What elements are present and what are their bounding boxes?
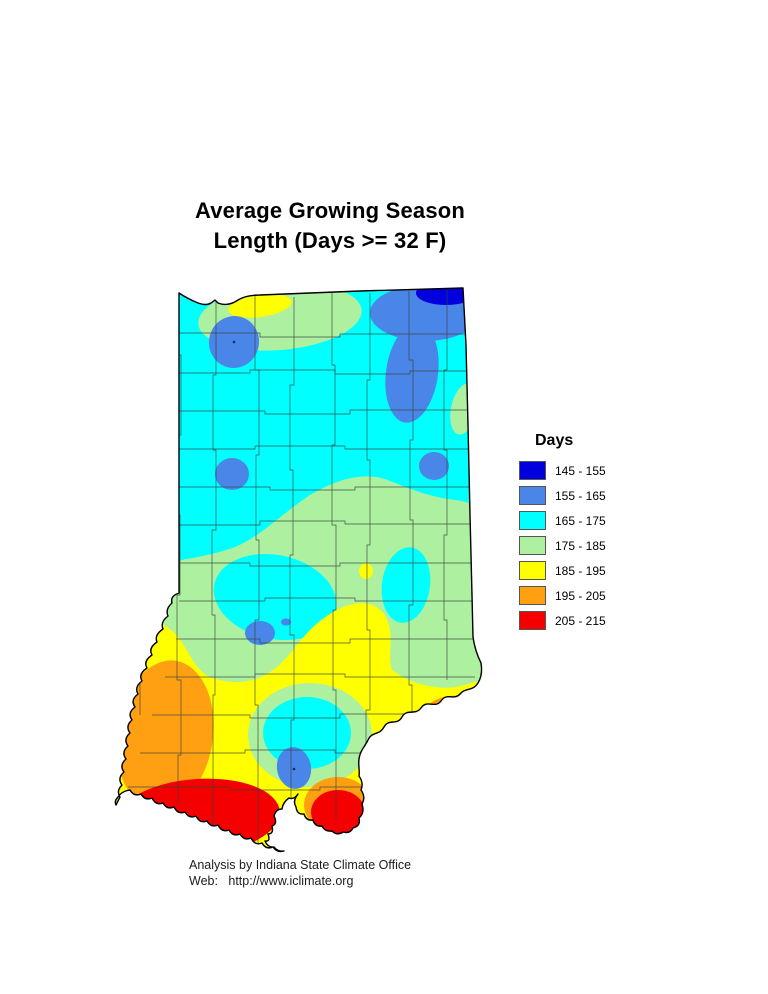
legend-label: 165 - 175 <box>555 513 606 528</box>
legend-label: 175 - 185 <box>555 538 606 553</box>
legend-row: 195 - 205 <box>519 586 649 605</box>
region-se-orange-blob <box>395 735 445 771</box>
legend-swatch-205-215 <box>519 611 546 630</box>
map-title-line1: Average Growing Season <box>194 198 466 223</box>
region-ne-blue-column <box>385 323 439 423</box>
region-east-blue-blob <box>419 452 449 480</box>
legend-row: 185 - 195 <box>519 561 649 580</box>
attribution-line2: Web: http://www.iclimate.org <box>189 874 354 888</box>
region-center-east-cyan-tongue <box>381 547 431 623</box>
contour-regions <box>115 288 482 852</box>
legend-row: 155 - 165 <box>519 486 649 505</box>
legend-label: 145 - 155 <box>555 463 606 478</box>
legend-row: 145 - 155 <box>519 461 649 480</box>
legend-label: 185 - 195 <box>555 563 606 578</box>
attribution-line1: Analysis by Indiana State Climate Office <box>189 858 412 872</box>
station-dot <box>292 767 296 771</box>
region-west-blue-blob <box>215 458 249 490</box>
map-title-line2: Length (Days >= 32 F) <box>213 228 447 253</box>
county-boundaries <box>128 290 478 847</box>
legend-swatch-145-155 <box>519 461 546 480</box>
region-sw-orange <box>116 660 214 810</box>
legend-swatch-165-175 <box>519 511 546 530</box>
legend-swatch-185-195 <box>519 561 546 580</box>
legend-title: Days <box>535 432 574 449</box>
legend-swatch-175-185 <box>519 536 546 555</box>
region-ne-darkblue <box>416 288 476 305</box>
region-mid-cyan-band <box>213 553 337 641</box>
legend-label: 205 - 215 <box>555 613 606 628</box>
legend-row: 165 - 175 <box>519 511 649 530</box>
legend-swatch-195-205 <box>519 586 546 605</box>
legend: Days 145 - 155 155 - 165 165 - 175 175 -… <box>519 432 649 636</box>
region-mid-blue-dot <box>281 618 291 626</box>
legend-row: 175 - 185 <box>519 536 649 555</box>
legend-row: 205 - 215 <box>519 611 649 630</box>
region-south-red-lobe <box>311 790 365 834</box>
station-dot <box>232 340 236 344</box>
map-title: Average Growing Season Length (Days >= 3… <box>120 196 540 256</box>
attribution: Analysis by Indiana State Climate Office… <box>189 857 411 889</box>
region-north-yellow <box>228 294 292 318</box>
indiana-growing-season-map <box>114 287 483 853</box>
region-center-yellow-dot <box>359 563 373 579</box>
legend-label: 195 - 205 <box>555 588 606 603</box>
legend-label: 155 - 165 <box>555 488 606 503</box>
legend-swatch-155-165 <box>519 486 546 505</box>
